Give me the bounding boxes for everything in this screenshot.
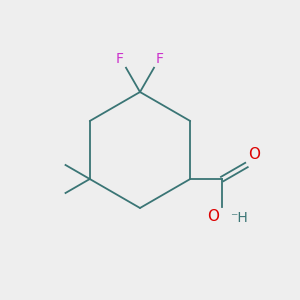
Text: O: O — [248, 147, 260, 162]
Text: ⁻H: ⁻H — [230, 211, 248, 225]
Text: O: O — [207, 209, 219, 224]
Text: F: F — [116, 52, 124, 66]
Text: F: F — [156, 52, 164, 66]
